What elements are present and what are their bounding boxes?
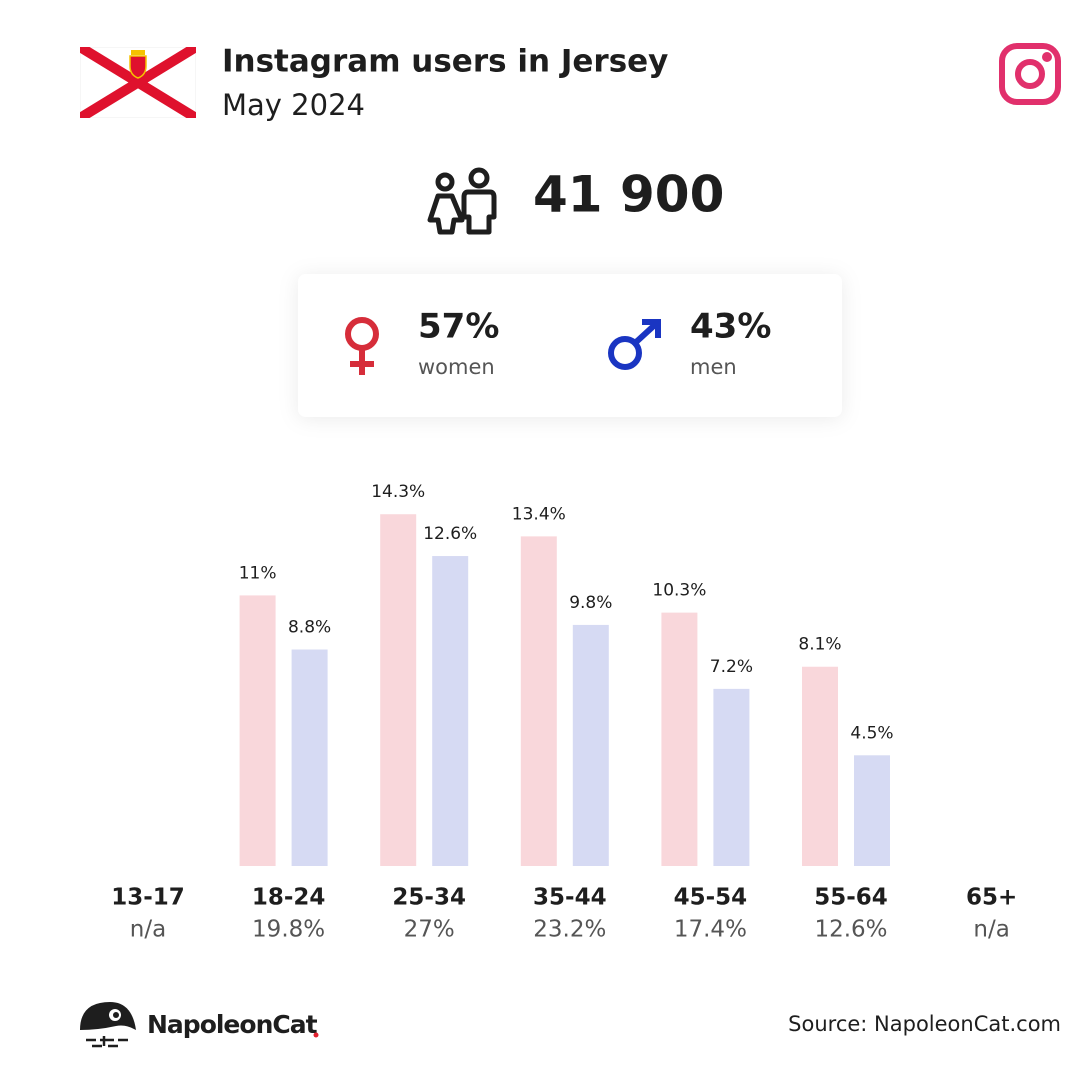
age-group-label: 55-64 xyxy=(814,885,888,911)
bar-value-label: 8.8% xyxy=(288,618,331,638)
brand-name: NapoleonCat xyxy=(147,1010,318,1039)
total-users: 41 900 xyxy=(533,166,724,224)
age-group-share: 12.6% xyxy=(814,917,887,943)
flag xyxy=(80,47,196,118)
instagram-icon xyxy=(999,43,1061,105)
age-group-label: 45-54 xyxy=(674,885,748,911)
bar-value-label: 10.3% xyxy=(652,581,706,601)
gender-card xyxy=(298,274,842,417)
title: Instagram users in Jersey xyxy=(222,44,668,80)
bar xyxy=(291,649,328,866)
bar xyxy=(380,514,417,866)
bar xyxy=(713,688,750,866)
bar-value-label: 12.6% xyxy=(423,524,477,544)
bar xyxy=(572,624,609,866)
age-group-share: 17.4% xyxy=(674,917,747,943)
bar-value-label: 7.2% xyxy=(710,657,753,677)
male-symbol xyxy=(608,319,661,370)
age-chart: 13-17 n/a 11% 8.8% 18-24 19.8% 14.3% 12.6% 25-34… xyxy=(111,482,1017,942)
bar-value-label: 9.8% xyxy=(569,593,612,613)
subtitle: May 2024 xyxy=(222,88,365,122)
bar xyxy=(432,556,469,866)
bar xyxy=(854,755,890,866)
age-group-label: 35-44 xyxy=(533,885,607,911)
men-label: men xyxy=(690,355,737,379)
age-group-label: 65+ xyxy=(966,885,1017,911)
napoleoncat-logo-icon xyxy=(80,1002,136,1048)
people-icon xyxy=(427,167,497,235)
age-group-share: 19.8% xyxy=(252,917,325,943)
bar xyxy=(802,666,838,866)
age-group-label: 25-34 xyxy=(392,885,466,911)
bar-value-label: 4.5% xyxy=(850,723,893,743)
bar-value-label: 13.4% xyxy=(512,504,566,524)
bar xyxy=(520,536,557,866)
age-group-share: n/a xyxy=(130,917,166,943)
women-label: women xyxy=(418,355,495,379)
female-symbol xyxy=(345,317,379,375)
brand-dot xyxy=(313,1032,319,1038)
bar-value-label: 8.1% xyxy=(798,635,841,655)
age-group-share: 23.2% xyxy=(533,917,606,943)
bar xyxy=(239,595,276,866)
age-group-label: 13-17 xyxy=(111,885,185,911)
women-share: 57% xyxy=(418,307,499,347)
age-group-share: 27% xyxy=(404,917,455,943)
age-group-share: n/a xyxy=(973,917,1009,943)
men-share: 43% xyxy=(690,307,771,347)
bar-value-label: 14.3% xyxy=(371,482,425,502)
source: Source: NapoleonCat.com xyxy=(788,1012,1061,1036)
age-group-label: 18-24 xyxy=(252,885,326,911)
bar-value-label: 11% xyxy=(239,563,277,583)
bar xyxy=(661,612,698,866)
